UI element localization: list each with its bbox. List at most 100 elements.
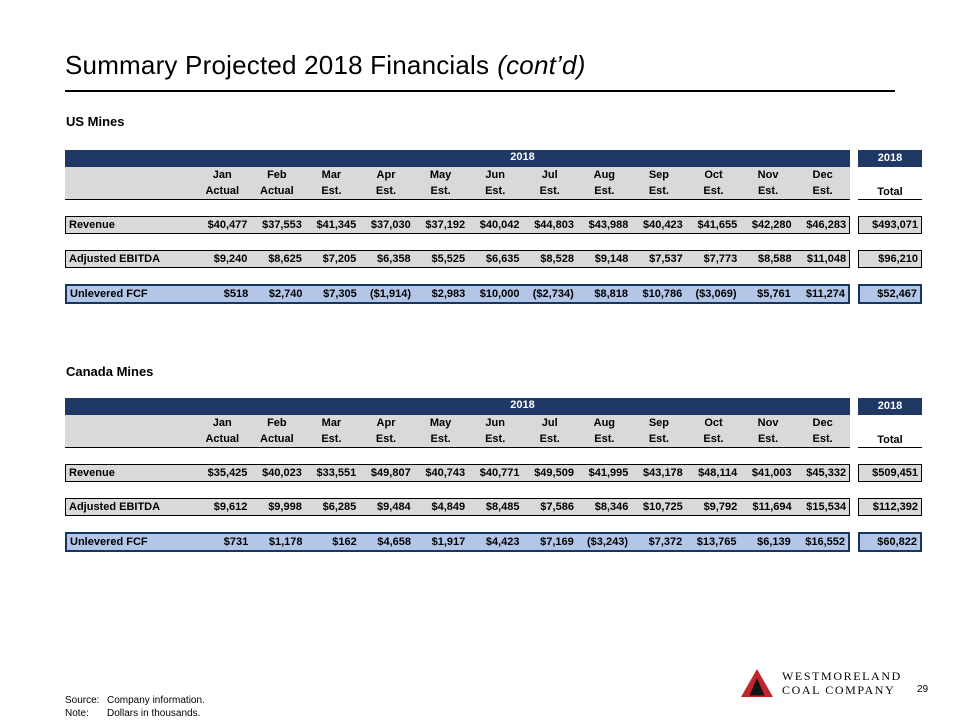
source-text: Company information. xyxy=(107,695,205,706)
column-header-mar: Mar Est. xyxy=(304,415,359,447)
column-type-label: Est. xyxy=(757,185,779,197)
column-header-dec: Dec Est. xyxy=(795,415,850,447)
row-main: Revenue $40,477 $37,553 $41,345 $37,030 $37,1… xyxy=(65,216,850,234)
row-main: Unlevered FCF $518 $2,740 $7,305 ($1,914) $2,… xyxy=(65,284,850,304)
year-band: 2018 2018 xyxy=(65,150,925,167)
column-month-label: Jul xyxy=(541,169,558,181)
year-band-label: 2018 xyxy=(510,399,535,411)
row-total: $112,392 xyxy=(858,498,922,516)
column-header-nov: Nov Est. xyxy=(741,167,796,199)
column-header-jan: Jan Actual xyxy=(195,415,250,447)
page-number: 29 xyxy=(917,684,929,695)
value-cell: ($1,914) xyxy=(370,288,411,300)
source-label: Source: xyxy=(65,695,100,706)
page-title-suffix: (cont’d) xyxy=(497,50,586,80)
column-type-label: Est. xyxy=(321,433,342,445)
value-cell: $6,139 xyxy=(757,536,791,548)
column-header-sep: Sep Est. xyxy=(632,167,687,199)
value-cell: $48,114 xyxy=(698,467,738,479)
value-cell: $13,765 xyxy=(696,536,737,548)
section-label-canada-mines: Canada Mines xyxy=(66,364,154,379)
column-type-label: Est. xyxy=(430,433,451,445)
column-type-label: Est. xyxy=(812,433,833,445)
column-header-feb: Feb Actual xyxy=(250,415,305,447)
table-body: Revenue $35,425 $40,023 $33,551 $49,807 $40,7… xyxy=(65,464,925,552)
column-month-label: Aug xyxy=(593,417,616,429)
column-month-label: Dec xyxy=(812,169,833,181)
column-header-may: May Est. xyxy=(413,415,468,447)
row-total: $52,467 xyxy=(858,284,922,304)
value-cell: $37,553 xyxy=(262,219,302,231)
value-cell: $37,192 xyxy=(425,219,466,231)
value-cell: $9,484 xyxy=(377,501,411,513)
value-cell: $37,030 xyxy=(370,219,411,231)
column-type-label: Est. xyxy=(485,185,506,197)
value-cell: $6,285 xyxy=(322,501,357,513)
row-label: Revenue xyxy=(69,467,115,479)
value-cell: $8,625 xyxy=(268,253,302,265)
logo-triangle-icon xyxy=(741,669,773,697)
value-cell: $1,917 xyxy=(431,536,466,548)
value-cell: $6,635 xyxy=(485,253,520,265)
value-cell: $45,332 xyxy=(806,467,847,479)
logo-line-1: WESTMORELAND xyxy=(782,669,902,683)
value-cell: $41,345 xyxy=(316,219,357,231)
value-cell: $162 xyxy=(332,536,357,548)
year-band-main: 2018 xyxy=(65,398,850,415)
column-type-label: Est. xyxy=(375,185,397,197)
column-header-oct: Oct Est. xyxy=(686,167,741,199)
year-band: 2018 2018 xyxy=(65,398,925,415)
column-month-label: Apr xyxy=(376,417,396,429)
canada-mines-table: 2018 2018 Jan Actual Feb Actual Mar Est. Apr Es… xyxy=(65,398,925,552)
value-cell: $49,509 xyxy=(534,467,574,479)
logo-text: WESTMORELAND COAL COMPANY xyxy=(782,669,902,697)
column-header-sep: Sep Est. xyxy=(632,415,687,447)
month-headers-wrap: Jan Actual Feb Actual Mar Est. Apr Est. May Est. J… xyxy=(65,167,850,200)
table-row: Revenue $40,477 $37,553 $41,345 $37,030 $37,1… xyxy=(65,216,925,234)
column-month-label: Feb xyxy=(267,417,287,429)
note-text: Dollars in thousands. xyxy=(107,708,201,719)
column-type-label: Est. xyxy=(757,433,779,445)
row-main: Unlevered FCF $731 $1,178 $162 $4,658 $1,917 $… xyxy=(65,532,850,552)
value-cell: $11,274 xyxy=(805,288,845,300)
column-header-may: May Est. xyxy=(413,167,468,199)
row-label: Adjusted EBITDA xyxy=(69,501,161,513)
value-cell: $5,761 xyxy=(757,288,791,300)
column-type-label: Est. xyxy=(375,433,397,445)
column-header-nov: Nov Est. xyxy=(741,415,796,447)
month-headers-wrap: Jan Actual Feb Actual Mar Est. Apr Est. May Est. J… xyxy=(65,415,850,448)
value-cell: $5,525 xyxy=(431,253,466,265)
total-column-header: Total xyxy=(858,167,922,200)
row-total: $509,451 xyxy=(858,464,922,482)
column-header-oct: Oct Est. xyxy=(686,415,741,447)
value-cell: $4,849 xyxy=(431,501,466,513)
column-month-label: Mar xyxy=(321,417,342,429)
column-month-label: Jan xyxy=(212,169,232,181)
value-cell: $42,280 xyxy=(751,219,792,231)
column-type-label: Est. xyxy=(430,185,451,197)
column-month-label: Sep xyxy=(648,169,669,181)
value-cell: $41,655 xyxy=(697,219,738,231)
value-cell: $518 xyxy=(223,288,249,300)
column-header-jun: Jun Est. xyxy=(468,415,523,447)
table-row: Adjusted EBITDA $9,612 $9,998 $6,285 $9,484 $… xyxy=(65,498,925,516)
column-month-label: Jun xyxy=(485,417,505,429)
value-cell: $2,740 xyxy=(268,288,303,300)
column-header-jan: Jan Actual xyxy=(195,167,250,199)
column-month-label: Feb xyxy=(267,169,287,181)
column-month-label: Nov xyxy=(757,417,779,429)
value-cell: $40,042 xyxy=(479,219,520,231)
value-cell: $8,588 xyxy=(757,253,792,265)
value-cell: $43,178 xyxy=(643,467,683,479)
value-cell: $44,803 xyxy=(534,219,574,231)
value-cell: $41,003 xyxy=(751,467,792,479)
value-cell: $4,658 xyxy=(377,536,411,548)
row-label: Revenue xyxy=(69,219,115,231)
row-main: Adjusted EBITDA $9,240 $8,625 $7,205 $6,358 $… xyxy=(65,250,850,268)
value-cell: ($3,243) xyxy=(587,536,628,548)
value-cell: $9,240 xyxy=(213,253,248,265)
value-cell: $49,807 xyxy=(370,467,411,479)
column-type-label: Est. xyxy=(539,185,560,197)
year-band-total: 2018 xyxy=(858,150,922,167)
